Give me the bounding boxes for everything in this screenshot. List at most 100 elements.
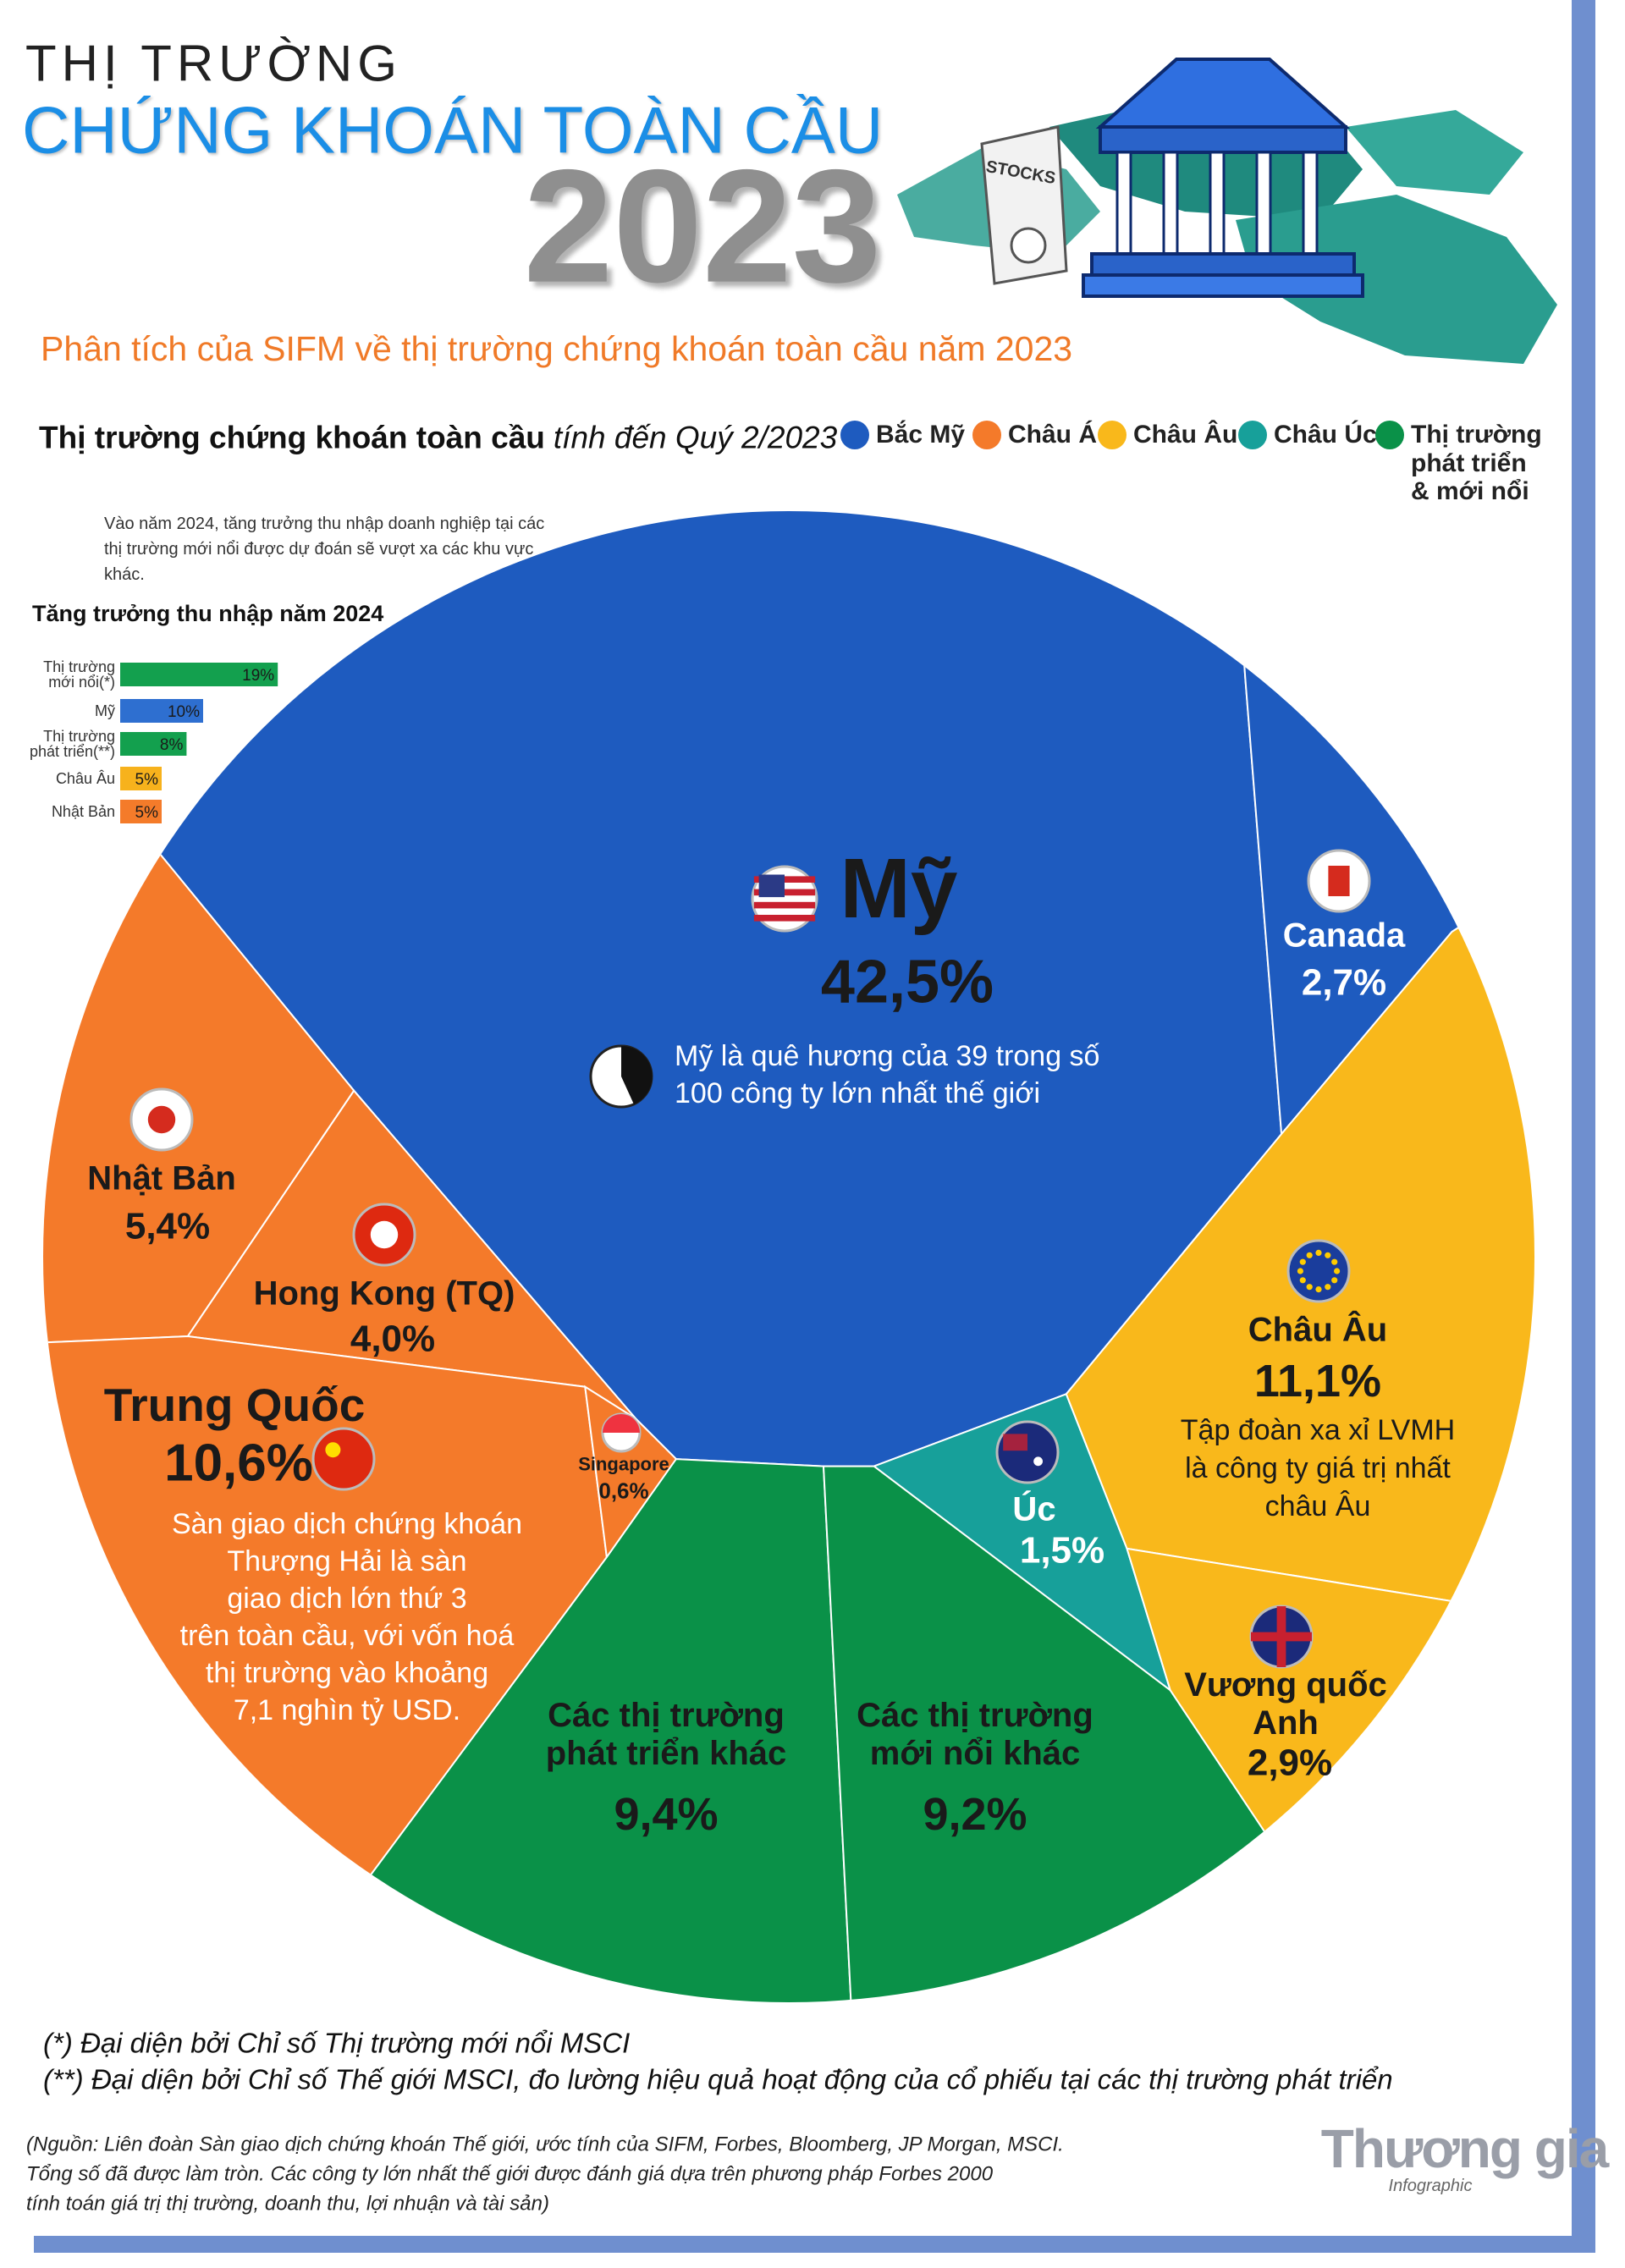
bar-value-label: 5% <box>135 771 159 789</box>
flag-top <box>603 1414 640 1433</box>
cell-value-label: 1,5% <box>1019 1529 1105 1572</box>
legend-label: Thị trường phát triển & mới nổi <box>1411 421 1542 506</box>
flag-base <box>311 1427 376 1491</box>
legend-swatch <box>840 421 869 449</box>
flag-base <box>1286 1239 1351 1303</box>
bar-category-label: Châu Âu <box>55 770 115 787</box>
flag-base <box>995 1420 1060 1484</box>
map-shape <box>1346 110 1523 195</box>
flag-cross <box>1276 1606 1286 1667</box>
bar-value-label: 19% <box>242 667 274 685</box>
note-icon-slice <box>621 1045 653 1104</box>
section-title-italic: tính đến Quý 2/2023 <box>553 420 838 455</box>
cell-name: Canada <box>1282 917 1406 955</box>
column <box>1255 151 1272 256</box>
source-note: tính toán giá trị thị trường, doanh thu,… <box>26 2192 549 2216</box>
column <box>1209 151 1226 256</box>
flag-star <box>1033 1456 1043 1467</box>
cell-name: Các thị trường mới nổi khác <box>857 1697 1093 1772</box>
legend-swatch <box>1098 421 1126 449</box>
flag-canton <box>1003 1434 1027 1451</box>
flag-star <box>1299 1258 1306 1265</box>
section-title: Thị trường chứng khoán toàn cầu <box>39 420 545 455</box>
title-year: 2023 <box>523 136 882 317</box>
step <box>1090 252 1356 277</box>
china-note: giao dịch lớn thứ 3 <box>227 1582 467 1615</box>
europe-note: châu Âu <box>1264 1489 1371 1522</box>
flag-icon <box>1307 849 1371 913</box>
subtitle: Phân tích của SIFM về thị trường chứng k… <box>41 329 1073 369</box>
title-line2: CHỨNG KHOÁN TOÀN CẦU <box>22 92 884 168</box>
cell-value-label: 9,2% <box>923 1788 1027 1840</box>
cell-value-label: 11,1% <box>1253 1355 1382 1406</box>
flag-star <box>1325 1252 1331 1258</box>
flag-star <box>1299 1277 1306 1284</box>
flag-star <box>1325 1284 1331 1291</box>
legend-swatch <box>1238 421 1267 449</box>
column <box>1115 151 1132 256</box>
china-note: 7,1 nghìn tỷ USD. <box>233 1693 461 1726</box>
header-illustration <box>897 58 1557 364</box>
flag-flower <box>370 1220 399 1249</box>
step <box>1082 273 1364 298</box>
flag-star <box>1315 1249 1322 1256</box>
bar-category-label: Thị trường mới nổi(*) <box>43 658 115 691</box>
logo: Thương gia <box>1320 2118 1609 2180</box>
bar <box>120 663 278 686</box>
flag-icon <box>129 1087 194 1152</box>
source-note: (Nguồn: Liên đoàn Sàn giao dịch chứng kh… <box>26 2133 1064 2156</box>
china-note: Sàn giao dịch chứng khoán <box>171 1507 523 1540</box>
flag-star <box>1297 1268 1303 1274</box>
bar <box>120 732 187 756</box>
flag-canton <box>758 874 785 898</box>
china-note: thị trường vào khoảng <box>205 1656 489 1689</box>
footnote: (**) Đại diện bởi Chỉ số Thế giới MSCI, … <box>43 2063 1393 2095</box>
entablature <box>1099 125 1347 154</box>
flag-icon <box>352 1203 416 1267</box>
cell-value-label: 2,9% <box>1247 1742 1333 1784</box>
cell-value-label: 2,7% <box>1301 961 1387 1004</box>
flag-icon <box>311 1427 376 1491</box>
section-heading: Thị trường chứng khoán toàn cầu tính đến … <box>39 420 837 454</box>
us-note: Mỹ là quê hương của 39 trong số <box>675 1039 1100 1072</box>
bar-note: Vào năm 2024, tăng trưởng thu nhập doanh… <box>104 515 545 584</box>
source-note: Tổng số đã được làm tròn. Các công ty lớ… <box>26 2162 994 2186</box>
title-line1: THỊ TRƯỜNG <box>25 35 402 92</box>
footnote: (*) Đại diện bởi Chỉ số Thị trường mới n… <box>43 2027 631 2059</box>
legend-label: Châu Á <box>1008 421 1097 449</box>
legend-label: Châu Úc <box>1274 421 1377 449</box>
cell-value-label: 0,6% <box>598 1478 649 1504</box>
cell-value-label: 42,5% <box>820 948 994 1016</box>
cell-value-label: 9,4% <box>614 1788 719 1840</box>
flag-star <box>1306 1252 1313 1258</box>
cell-value-label: 10,6% <box>164 1434 313 1493</box>
europe-note: Tập đoàn xa xỉ LVMH <box>1180 1413 1456 1446</box>
us-note: 100 công ty lớn nhất thế giới <box>675 1076 1041 1109</box>
flag-star <box>1331 1277 1338 1284</box>
cell-name: Châu Âu <box>1248 1311 1388 1349</box>
logo-tag: Infographic <box>1388 2176 1473 2195</box>
china-note: Thượng Hải là sàn <box>227 1544 467 1577</box>
flag-icon <box>1249 1605 1314 1669</box>
flag-icon <box>995 1420 1060 1484</box>
cell-name: Úc <box>1012 1490 1056 1528</box>
flag-icon <box>601 1412 642 1453</box>
bar-title: Tăng trưởng thu nhập năm 2024 <box>32 600 384 626</box>
cell-name: Singapore <box>578 1453 669 1475</box>
flag-icon <box>1286 1239 1351 1303</box>
cell-name: Vương quốc Anh <box>1184 1666 1387 1742</box>
roof <box>1095 58 1351 129</box>
flag-icon <box>751 865 818 933</box>
cell-value-label: 5,4% <box>124 1205 211 1247</box>
column <box>1162 151 1179 256</box>
bar-category-label: Thị trường phát triển(**) <box>29 728 115 760</box>
side-border <box>1572 0 1595 2253</box>
legend-label: Châu Âu <box>1133 421 1238 449</box>
flag-stripe <box>753 915 816 922</box>
flag-star <box>1306 1284 1313 1291</box>
column <box>1302 151 1319 256</box>
flag-star <box>1331 1258 1338 1265</box>
